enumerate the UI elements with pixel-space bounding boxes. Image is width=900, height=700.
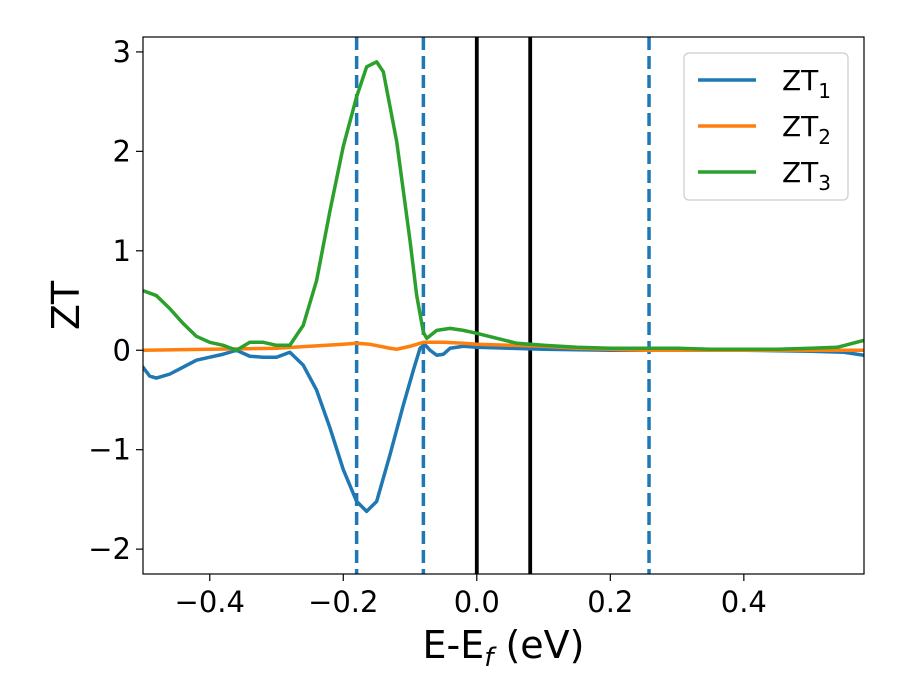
series-line-zt3 — [143, 60, 864, 352]
x-tick-label: 0.4 — [721, 585, 767, 619]
x-axis-ticks: −0.4 −0.2 0.0 0.2 0.4 — [175, 574, 767, 619]
y-tick-label: 2 — [113, 134, 131, 168]
legend: ZT1 ZT2 ZT3 — [683, 52, 849, 201]
y-axis-ticks: −2 −1 0 1 2 3 — [88, 35, 143, 566]
y-tick-label: 3 — [113, 35, 131, 69]
series-line-zt2 — [143, 340, 864, 352]
y-tick-label: −1 — [88, 433, 131, 467]
series-line-zt1 — [143, 342, 864, 514]
legend-label-zt2: ZT2 — [782, 110, 831, 149]
x-tick-label: −0.2 — [308, 585, 378, 619]
y-tick-label: −2 — [88, 532, 131, 566]
x-tick-label: 0.0 — [454, 585, 500, 619]
x-tick-label: 0.2 — [587, 585, 633, 619]
legend-label-zt3: ZT3 — [782, 156, 831, 195]
plot-frame — [142, 36, 865, 575]
y-tick-label: 1 — [113, 234, 131, 268]
y-tick-label: 0 — [113, 333, 131, 367]
legend-box — [683, 52, 849, 201]
series-lines — [143, 60, 864, 514]
x-tick-label: −0.4 — [175, 585, 245, 619]
vertical-reference-lines — [354, 37, 651, 574]
y-axis-label: ZT — [44, 280, 88, 330]
x-axis-label: E-Ef (eV) — [423, 623, 585, 673]
legend-label-zt1: ZT1 — [782, 64, 831, 103]
